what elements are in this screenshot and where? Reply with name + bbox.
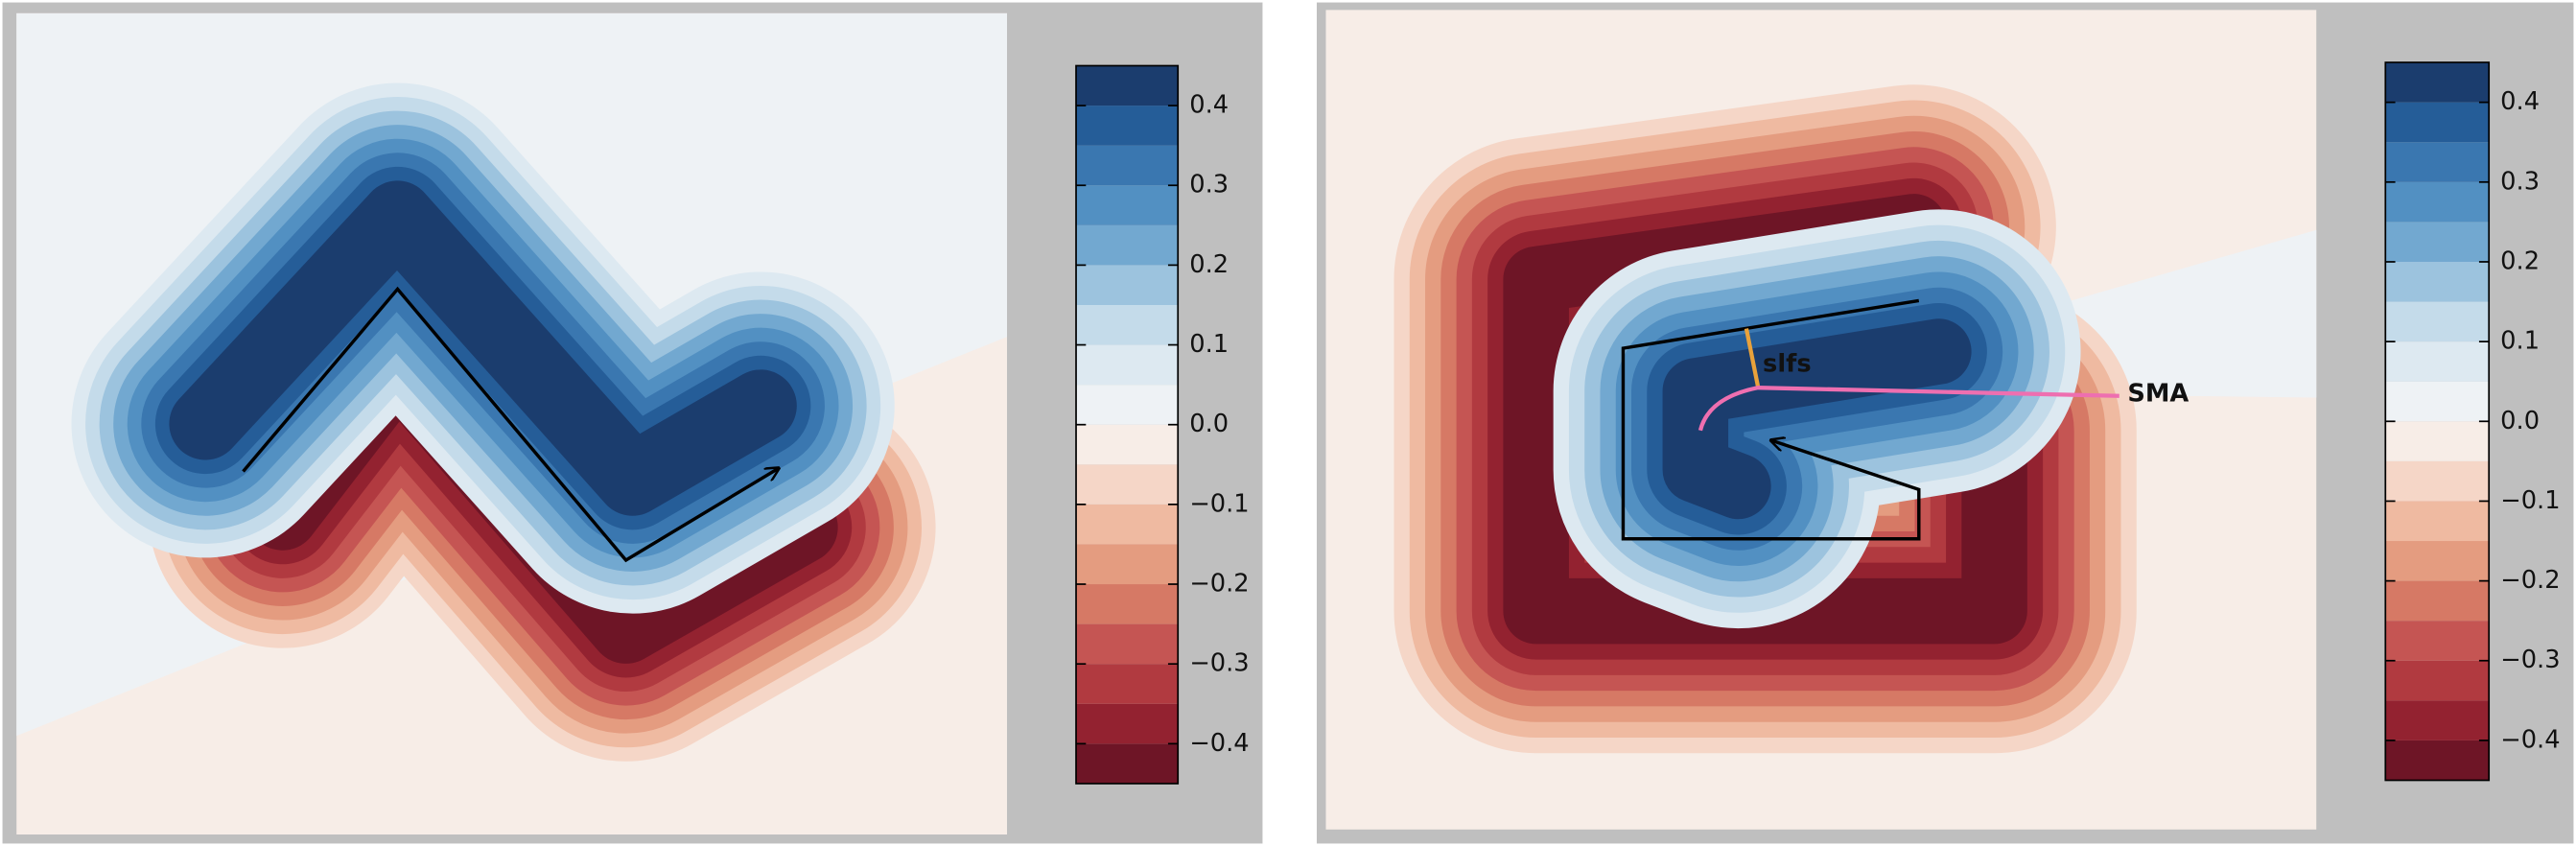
sma-line <box>1698 386 2119 432</box>
colorbar-tick-label: 0.3 <box>1189 171 1229 200</box>
colorbar-band <box>1076 424 1179 465</box>
colorbar-band <box>1076 623 1179 665</box>
plot-area <box>16 12 1008 835</box>
colorbar-tick-label: 0.1 <box>1189 330 1229 359</box>
colorbar-band <box>1076 584 1179 624</box>
colorbar-band <box>1076 664 1179 704</box>
colorbar-band <box>2385 700 2490 740</box>
colorbar-tick-label: −0.2 <box>2500 566 2560 595</box>
colorbar-tick-label: −0.1 <box>1189 489 1249 518</box>
colorbar-band <box>2385 102 2490 143</box>
colorbar-tick-label: 0.4 <box>2500 87 2540 116</box>
colorbar-tick-label: 0.0 <box>2500 407 2540 435</box>
colorbar-band <box>1076 224 1179 266</box>
colorbar-tick-label: 0.2 <box>2500 247 2540 275</box>
slfs-label: slfs <box>1763 350 1812 379</box>
colorbar-band <box>1076 544 1179 585</box>
colorbar-band <box>2385 460 2490 502</box>
colorbar-tick-label: −0.3 <box>1189 649 1249 678</box>
colorbar-band <box>2385 580 2490 622</box>
colorbar-band <box>1076 385 1179 425</box>
sma-label: SMA <box>2127 380 2189 409</box>
contour-band <box>1662 318 1972 520</box>
slfs-line <box>1744 328 1761 387</box>
colorbar-tick-label: 0.1 <box>2500 327 2540 356</box>
colorbar-band <box>2385 501 2490 542</box>
colorbar-band <box>2385 62 2490 103</box>
colorbar-band <box>2385 142 2490 182</box>
path-outline <box>242 286 779 563</box>
colorbar-tick-label: 0.3 <box>2500 167 2540 196</box>
colorbar-tick-label: 0.0 <box>1189 410 1229 438</box>
colorbar-band <box>2385 541 2490 581</box>
colorbar-band <box>1076 304 1179 345</box>
contour-band <box>169 180 797 516</box>
colorbar-band <box>1076 743 1179 784</box>
colorbar-band <box>2385 181 2490 223</box>
colorbar-tick-label: −0.4 <box>2500 725 2560 754</box>
colorbar-tick-label: −0.1 <box>2500 486 2560 515</box>
colorbar-tick-label: −0.3 <box>2500 646 2560 674</box>
chart-panel: slfs SMA 0.4 0.3 0.2 0.1 0.0 −0.1 −0.2 −0.3 −0.4 <box>1311 0 2576 846</box>
colorbar-band <box>2385 660 2490 701</box>
colorbar-tick-label: 0.2 <box>1189 250 1229 279</box>
plot-area: slfs SMA <box>1325 10 2317 830</box>
colorbar-band <box>1076 106 1179 146</box>
colorbar-band <box>1076 703 1179 744</box>
colorbar-tick-label: −0.2 <box>1189 570 1249 599</box>
colorbar-band <box>2385 381 2490 422</box>
colorbar-band <box>2385 222 2490 262</box>
colorbar-band <box>2385 301 2490 342</box>
colorbar-band <box>1076 185 1179 225</box>
chart-panel: 0.4 0.3 0.2 0.1 0.0 −0.1 −0.2 −0.3 −0.4 <box>0 0 1268 846</box>
colorbar-band <box>1076 464 1179 505</box>
colorbar-band <box>2385 740 2490 781</box>
colorbar-band <box>2385 621 2490 661</box>
colorbar-band <box>2385 341 2490 382</box>
colorbar-band <box>1076 504 1179 545</box>
colorbar-tick-label: 0.4 <box>1189 91 1229 120</box>
colorbar-band <box>2385 261 2490 302</box>
colorbar-band <box>2385 421 2490 461</box>
colorbar-band <box>1076 344 1179 386</box>
path-outline <box>1621 298 1921 541</box>
colorbar-tick-label: −0.4 <box>1189 729 1249 758</box>
colorbar-band <box>1076 65 1179 106</box>
colorbar-band <box>1076 265 1179 305</box>
colorbar-band <box>1076 145 1179 186</box>
